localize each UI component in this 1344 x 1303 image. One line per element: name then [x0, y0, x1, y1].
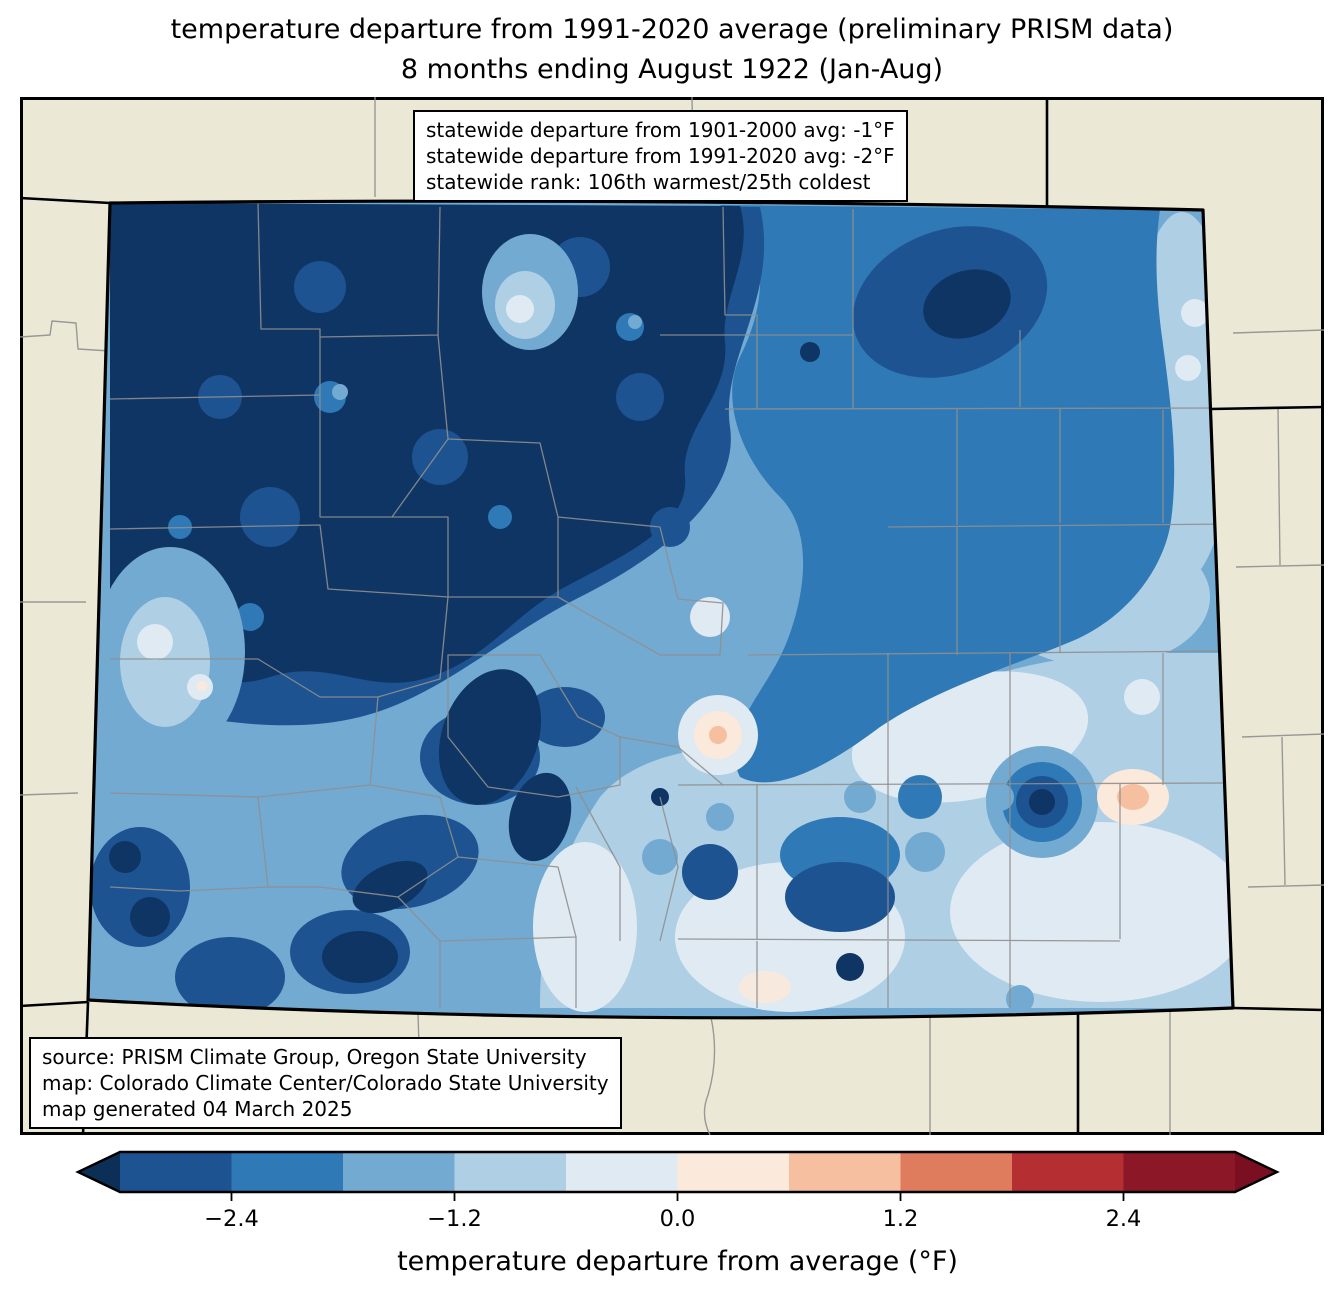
- neighbor-county-lines: [20, 97, 1324, 1135]
- colorbar-svg: −2.4 −1.2 0.0 1.2 2.4 temperature departure f…: [75, 1150, 1280, 1277]
- colorbar-segment: [677, 1152, 790, 1192]
- colorbar-segment: [900, 1152, 1013, 1192]
- contour-fill-layers: [88, 201, 1233, 1018]
- colorbar-segment: [231, 1152, 344, 1192]
- stats-line-1991-2020: statewide departure from 1991-2020 avg: …: [426, 144, 895, 168]
- colorbar-under-arrow: [78, 1152, 120, 1192]
- colorbar-segment: [343, 1152, 456, 1192]
- colorbar-segment: [789, 1152, 902, 1192]
- figure-title: temperature departure from 1991-2020 ave…: [0, 10, 1344, 90]
- colorbar-tick-label: −1.2: [427, 1206, 482, 1232]
- colorbar-segment: [566, 1152, 679, 1192]
- colorbar-segment: [1123, 1152, 1236, 1192]
- colorbar-tick-label: 2.4: [1106, 1206, 1142, 1232]
- generated-date-line: map generated 04 March 2025: [42, 1097, 353, 1121]
- map-panel: statewide departure from 1901-2000 avg: …: [20, 97, 1324, 1135]
- statewide-stats-box: statewide departure from 1901-2000 avg: …: [413, 110, 908, 202]
- stats-line-rank: statewide rank: 106th warmest/25th colde…: [426, 170, 871, 194]
- title-line-1: temperature departure from 1991-2020 ave…: [170, 14, 1174, 45]
- colorbar-segment: [120, 1152, 233, 1192]
- county-lines: [109, 202, 1233, 1008]
- source-line: source: PRISM Climate Group, Oregon Stat…: [42, 1045, 587, 1069]
- colorbar: −2.4 −1.2 0.0 1.2 2.4 temperature departure f…: [0, 1140, 1344, 1299]
- colorbar-outline: [75, 1150, 1280, 1194]
- colorbar-tick-label: −2.4: [204, 1206, 259, 1232]
- colorbar-over-arrow: [1235, 1152, 1277, 1192]
- colorbar-segment: [1012, 1152, 1125, 1192]
- colorbar-segment: [454, 1152, 567, 1192]
- colorbar-tick-label: 0.0: [660, 1206, 696, 1232]
- map-credit-line: map: Colorado Climate Center/Colorado St…: [42, 1071, 609, 1095]
- title-line-2: 8 months ending August 1922 (Jan-Aug): [400, 54, 944, 85]
- colorbar-axis-label: temperature departure from average (°F): [397, 1246, 958, 1277]
- source-credit-box: source: PRISM Climate Group, Oregon Stat…: [29, 1037, 622, 1129]
- colorbar-tick-label: 1.2: [883, 1206, 919, 1232]
- colorado-anomaly-map: [20, 97, 1324, 1135]
- stats-line-1901-2000: statewide departure from 1901-2000 avg: …: [426, 118, 895, 142]
